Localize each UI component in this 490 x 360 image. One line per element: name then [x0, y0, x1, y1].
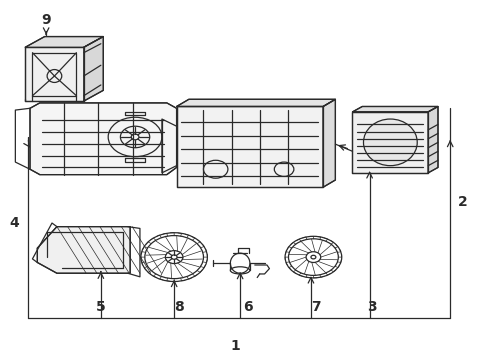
Ellipse shape [364, 119, 417, 166]
Polygon shape [323, 99, 335, 187]
Polygon shape [352, 107, 438, 112]
Text: 1: 1 [230, 339, 240, 353]
Text: 9: 9 [41, 13, 51, 27]
Polygon shape [25, 37, 103, 47]
Text: 6: 6 [243, 300, 252, 314]
Polygon shape [30, 103, 176, 175]
Text: 4: 4 [9, 216, 19, 230]
Polygon shape [84, 37, 103, 101]
Text: 3: 3 [367, 300, 377, 314]
Text: 8: 8 [174, 300, 184, 314]
Polygon shape [176, 107, 323, 187]
Polygon shape [352, 112, 428, 173]
Polygon shape [37, 226, 130, 273]
Polygon shape [428, 107, 438, 173]
Text: 5: 5 [96, 300, 106, 314]
Text: 7: 7 [311, 300, 320, 314]
Polygon shape [176, 99, 335, 107]
Text: 2: 2 [458, 194, 467, 208]
Polygon shape [25, 47, 84, 101]
